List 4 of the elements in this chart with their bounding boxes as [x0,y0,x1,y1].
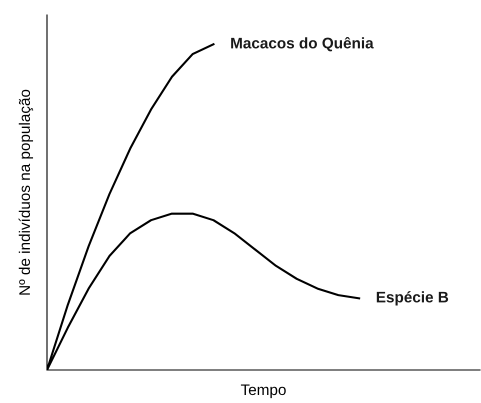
series-label: Macacos do Quênia [231,36,374,52]
y-axis-title: Nº de indivíduos na população [18,90,34,295]
series-label: Espécie B [376,291,448,306]
x-axis-title: Tempo [240,384,286,398]
